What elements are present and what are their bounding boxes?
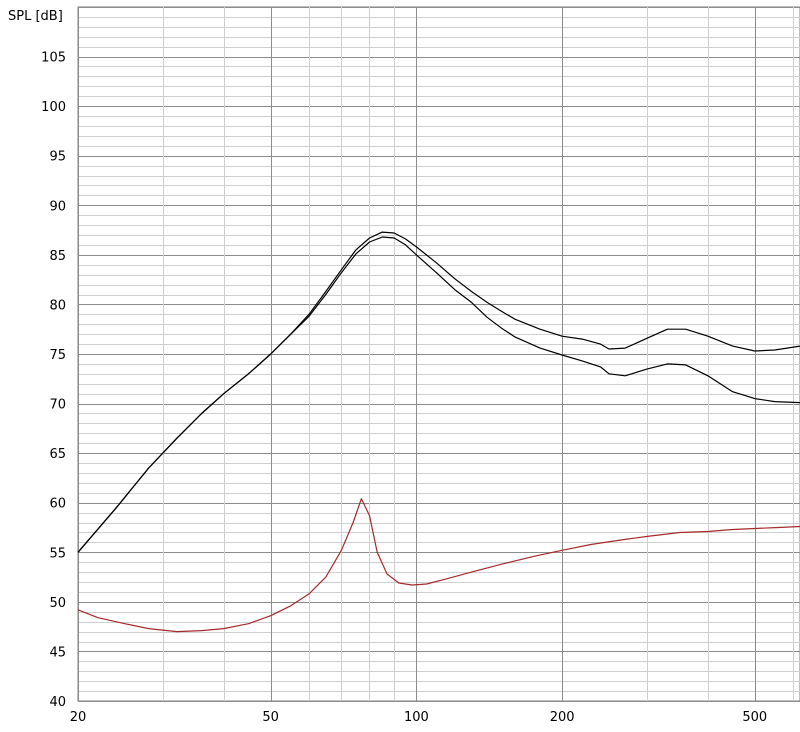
x-tick-label: 100 <box>404 710 429 725</box>
x-tick-label: 500 <box>742 710 767 725</box>
y-axis-label: SPL [dB] <box>8 9 63 24</box>
y-tick-label: 40 <box>49 695 66 710</box>
x-tick-label: 200 <box>550 710 575 725</box>
y-tick-label: 90 <box>49 199 66 214</box>
y-tick-label: 75 <box>49 348 66 363</box>
y-tick-label: 50 <box>49 596 66 611</box>
y-tick-label: 65 <box>49 447 66 462</box>
x-tick-labels: 20 50 100 200 500 <box>70 710 767 725</box>
y-tick-label: 70 <box>49 398 66 413</box>
y-tick-label: 100 <box>41 100 66 115</box>
x-tick-label: 20 <box>70 710 87 725</box>
y-tick-label: 55 <box>49 546 66 561</box>
y-tick-label: 80 <box>49 298 66 313</box>
y-tick-label: 105 <box>41 51 66 66</box>
y-tick-label: 45 <box>49 645 66 660</box>
series-line-3 <box>77 498 800 633</box>
y-tick-labels: 40 45 50 55 60 65 70 75 80 85 90 95 100 105 <box>41 51 66 710</box>
y-tick-label: 85 <box>49 249 66 264</box>
y-tick-label: 60 <box>49 497 66 512</box>
curves <box>77 231 800 633</box>
x-tick-label: 50 <box>262 710 279 725</box>
y-tick-label: 95 <box>49 150 66 165</box>
series-line-2 <box>77 236 800 553</box>
